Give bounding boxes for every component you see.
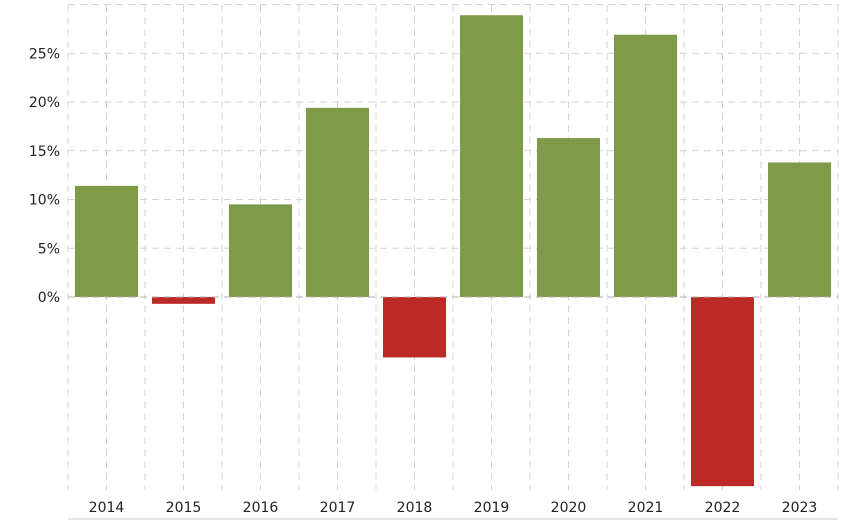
bar-2019[interactable] <box>460 15 523 297</box>
bar-2015[interactable] <box>152 297 215 304</box>
bars <box>75 15 831 487</box>
x-tick-label: 2018 <box>397 500 433 516</box>
bar-2018[interactable] <box>383 297 446 358</box>
x-tick-label: 2022 <box>705 500 741 516</box>
bar-2016[interactable] <box>229 204 292 297</box>
y-axis-ticks: 0% 5% 10% 15% 20% 25% <box>29 46 60 306</box>
bar-2014[interactable] <box>75 185 138 297</box>
bar-2017[interactable] <box>306 107 369 297</box>
y-tick-label: 20% <box>29 95 60 111</box>
y-tick-label: 10% <box>29 193 60 209</box>
x-tick-label: 2017 <box>320 500 356 516</box>
x-tick-label: 2016 <box>243 500 279 516</box>
x-tick-label: 2014 <box>89 500 125 516</box>
x-tick-label: 2020 <box>551 500 587 516</box>
bar-2021[interactable] <box>614 34 677 297</box>
x-axis-ticks: 2014 2015 2016 2017 2018 2019 2020 2021 2022 2023 <box>89 500 818 516</box>
y-tick-label: 5% <box>38 241 60 257</box>
y-tick-label: 15% <box>29 144 60 160</box>
y-tick-label: 0% <box>38 290 60 306</box>
x-tick-label: 2023 <box>782 500 818 516</box>
y-tick-label: 25% <box>29 46 60 62</box>
bar-2023[interactable] <box>768 162 831 297</box>
x-tick-label: 2021 <box>628 500 664 516</box>
bar-2020[interactable] <box>537 138 600 297</box>
bar-2022[interactable] <box>691 297 754 487</box>
x-tick-label: 2019 <box>474 500 510 516</box>
x-tick-label: 2015 <box>166 500 202 516</box>
